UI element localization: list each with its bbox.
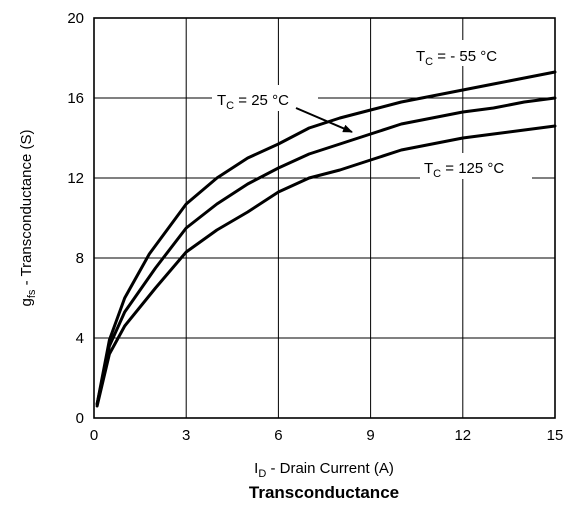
series-label-bg-125 <box>420 153 532 179</box>
y-axis-label: gfs - Transconductance (S) <box>18 130 38 307</box>
x-tick-labels: 0 3 6 9 12 15 <box>90 427 564 444</box>
plot-frame <box>93 17 556 419</box>
series-label-bg-25 <box>212 85 318 111</box>
series-line-25 <box>95 96 557 406</box>
series-label-25: TC = 25 °C <box>217 92 289 112</box>
y-tick-label: 0 <box>76 410 84 427</box>
y-tick-label: 4 <box>76 330 84 347</box>
x-tick-label: 12 <box>454 427 471 444</box>
series-line-125 <box>95 124 557 408</box>
series-label-minus55: TC = - 55 °C <box>416 48 497 68</box>
series-line-minus55 <box>95 70 557 406</box>
series-25-arrow <box>295 107 353 133</box>
grid-lines <box>94 18 555 418</box>
y-tick-label: 12 <box>67 170 84 187</box>
x-axis-label: ID - Drain Current (A) <box>254 460 394 480</box>
x-tick-label: 15 <box>547 427 564 444</box>
data-series <box>95 70 557 408</box>
series-label-125: TC = 125 °C <box>424 160 504 180</box>
x-tick-label: 6 <box>274 427 282 444</box>
series-label-bg-55 <box>410 40 538 66</box>
y-tick-labels: 0 4 8 12 16 20 <box>67 10 84 427</box>
y-tick-label: 16 <box>67 90 84 107</box>
y-tick-label: 20 <box>67 10 84 27</box>
x-tick-label: 3 <box>182 427 190 444</box>
x-tick-label: 9 <box>366 427 374 444</box>
y-tick-label: 8 <box>76 250 84 267</box>
x-tick-label: 0 <box>90 427 98 444</box>
chart-title: Transconductance <box>249 483 399 502</box>
